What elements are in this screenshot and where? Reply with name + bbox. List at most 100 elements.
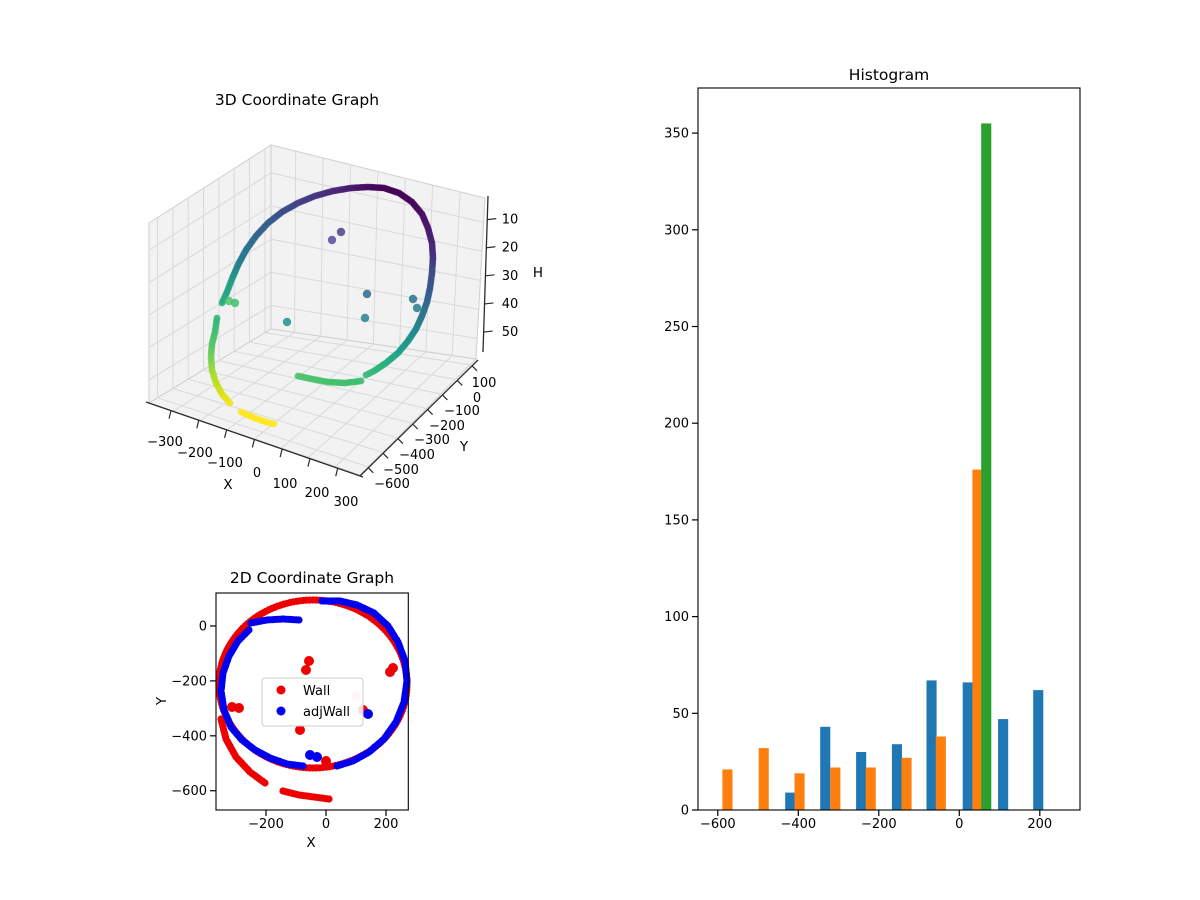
3d-panes xyxy=(147,144,486,476)
3d-zaxis-label: H xyxy=(533,265,543,281)
bar xyxy=(972,469,983,810)
x-tick-label: −300 xyxy=(147,435,183,450)
scatter-blob-Wall xyxy=(321,756,331,766)
gridline-x xyxy=(320,157,324,337)
y-tick xyxy=(412,423,419,430)
bar xyxy=(830,767,841,810)
2d-xaxis-label: X xyxy=(306,835,315,851)
x-tick xyxy=(307,458,311,467)
gridline-x xyxy=(308,351,427,458)
bar xyxy=(891,744,902,810)
x-tick xyxy=(251,439,255,448)
scatter-blob-Wall xyxy=(388,663,398,673)
scatter-blob-Wall xyxy=(295,725,305,735)
y-tick-label: −400 xyxy=(399,448,435,463)
bar xyxy=(794,773,805,810)
x-tick xyxy=(196,420,200,429)
bar xyxy=(722,769,733,810)
x-tick-label: −200 xyxy=(861,817,897,832)
z-tick xyxy=(486,246,496,249)
x-tick-label: 200 xyxy=(374,817,399,832)
histogram-frame xyxy=(697,87,1081,811)
y-tick-label: −300 xyxy=(414,433,450,448)
histogram-plot: −600 −400 −200 0 200 0 50 100 150 200 250 300 350 Hi… xyxy=(664,66,1081,832)
bar xyxy=(865,767,876,810)
z-tick-label: 30 xyxy=(502,269,519,284)
ring-point xyxy=(213,314,221,322)
y-tick-label: 100 xyxy=(472,376,497,391)
y-tick xyxy=(471,365,478,372)
y-tick-label: −600 xyxy=(171,784,207,799)
y-tick xyxy=(456,379,463,386)
gridline-x xyxy=(173,332,295,412)
x-tick-label: 100 xyxy=(273,477,298,492)
scatter-dot-adjWall xyxy=(299,762,307,770)
outlier-point xyxy=(412,303,422,313)
outlier-point xyxy=(336,227,346,237)
bar xyxy=(758,748,769,810)
legend-label-wall: Wall xyxy=(303,684,330,699)
3d-xaxis-label: X xyxy=(223,477,232,493)
scatter-dot-Wall xyxy=(325,795,333,803)
gridline-z xyxy=(148,238,272,316)
bar xyxy=(820,726,831,810)
bar xyxy=(998,719,1009,810)
y-tick-label: 250 xyxy=(664,320,689,335)
3d-axis-lines xyxy=(145,195,497,478)
bar xyxy=(856,752,867,810)
gridline-x xyxy=(346,164,351,341)
ring-point xyxy=(362,371,370,379)
scatter-dot-adjWall xyxy=(333,762,341,770)
legend-box xyxy=(261,677,364,727)
3d-yaxis-label: Y xyxy=(459,439,469,455)
2d-yaxis-label: Y xyxy=(154,696,170,706)
scatter-blob-adjWall xyxy=(363,709,373,719)
y-tick-label: −400 xyxy=(171,729,207,744)
2d-tick-labels: −200 0 200 0 −200 −400 −600 xyxy=(171,620,398,833)
z-tick xyxy=(487,218,497,221)
legend-label-adjwall: adjWall xyxy=(303,705,350,720)
histogram-tick-labels: −600 −400 −200 0 200 0 50 100 150 200 250 300 350 xyxy=(664,127,1052,832)
y-tick-label: −500 xyxy=(383,463,419,478)
gridline-z xyxy=(148,172,272,251)
bar xyxy=(935,736,946,810)
y-tick-label: 0 xyxy=(199,620,207,635)
outlier-point xyxy=(327,235,337,245)
gridline-z xyxy=(270,172,484,223)
gridline-z xyxy=(270,304,478,339)
y-tick-label: −600 xyxy=(374,477,410,492)
histogram-title: Histogram xyxy=(849,66,929,84)
legend-marker-adjwall xyxy=(276,706,286,716)
3d-scatter-points xyxy=(207,183,437,428)
gridline-x xyxy=(294,151,297,333)
x-tick-label: −100 xyxy=(207,456,243,471)
legend-marker-wall xyxy=(276,685,286,695)
x-tick-label: −600 xyxy=(700,817,736,832)
outlier-point xyxy=(360,313,370,323)
gridline-x xyxy=(200,335,322,421)
x-tick xyxy=(335,468,339,477)
ring-point xyxy=(270,420,278,428)
bar xyxy=(962,682,973,810)
ring-point xyxy=(294,372,302,380)
outlier-point xyxy=(282,317,292,327)
y-tick-label: −200 xyxy=(429,419,465,434)
3d-plot-title: 3D Coordinate Graph xyxy=(215,91,379,109)
y-tick-label: 300 xyxy=(664,223,689,238)
x-tick-label: −200 xyxy=(177,446,213,461)
scatter-dot-adjWall xyxy=(295,616,303,624)
y-tick xyxy=(397,438,404,445)
x-tick-label: −200 xyxy=(248,817,284,832)
gridline-z xyxy=(270,205,483,252)
legend: Wall adjWall xyxy=(261,677,364,727)
x-tick xyxy=(223,429,228,438)
z-tick xyxy=(483,330,493,333)
gridline-x xyxy=(399,178,406,348)
y-tick-label: 200 xyxy=(664,417,689,432)
scatter-blob-Wall xyxy=(301,665,311,675)
z-tick xyxy=(484,302,494,305)
y-axis-line xyxy=(359,359,479,477)
gridline-z xyxy=(148,205,272,284)
